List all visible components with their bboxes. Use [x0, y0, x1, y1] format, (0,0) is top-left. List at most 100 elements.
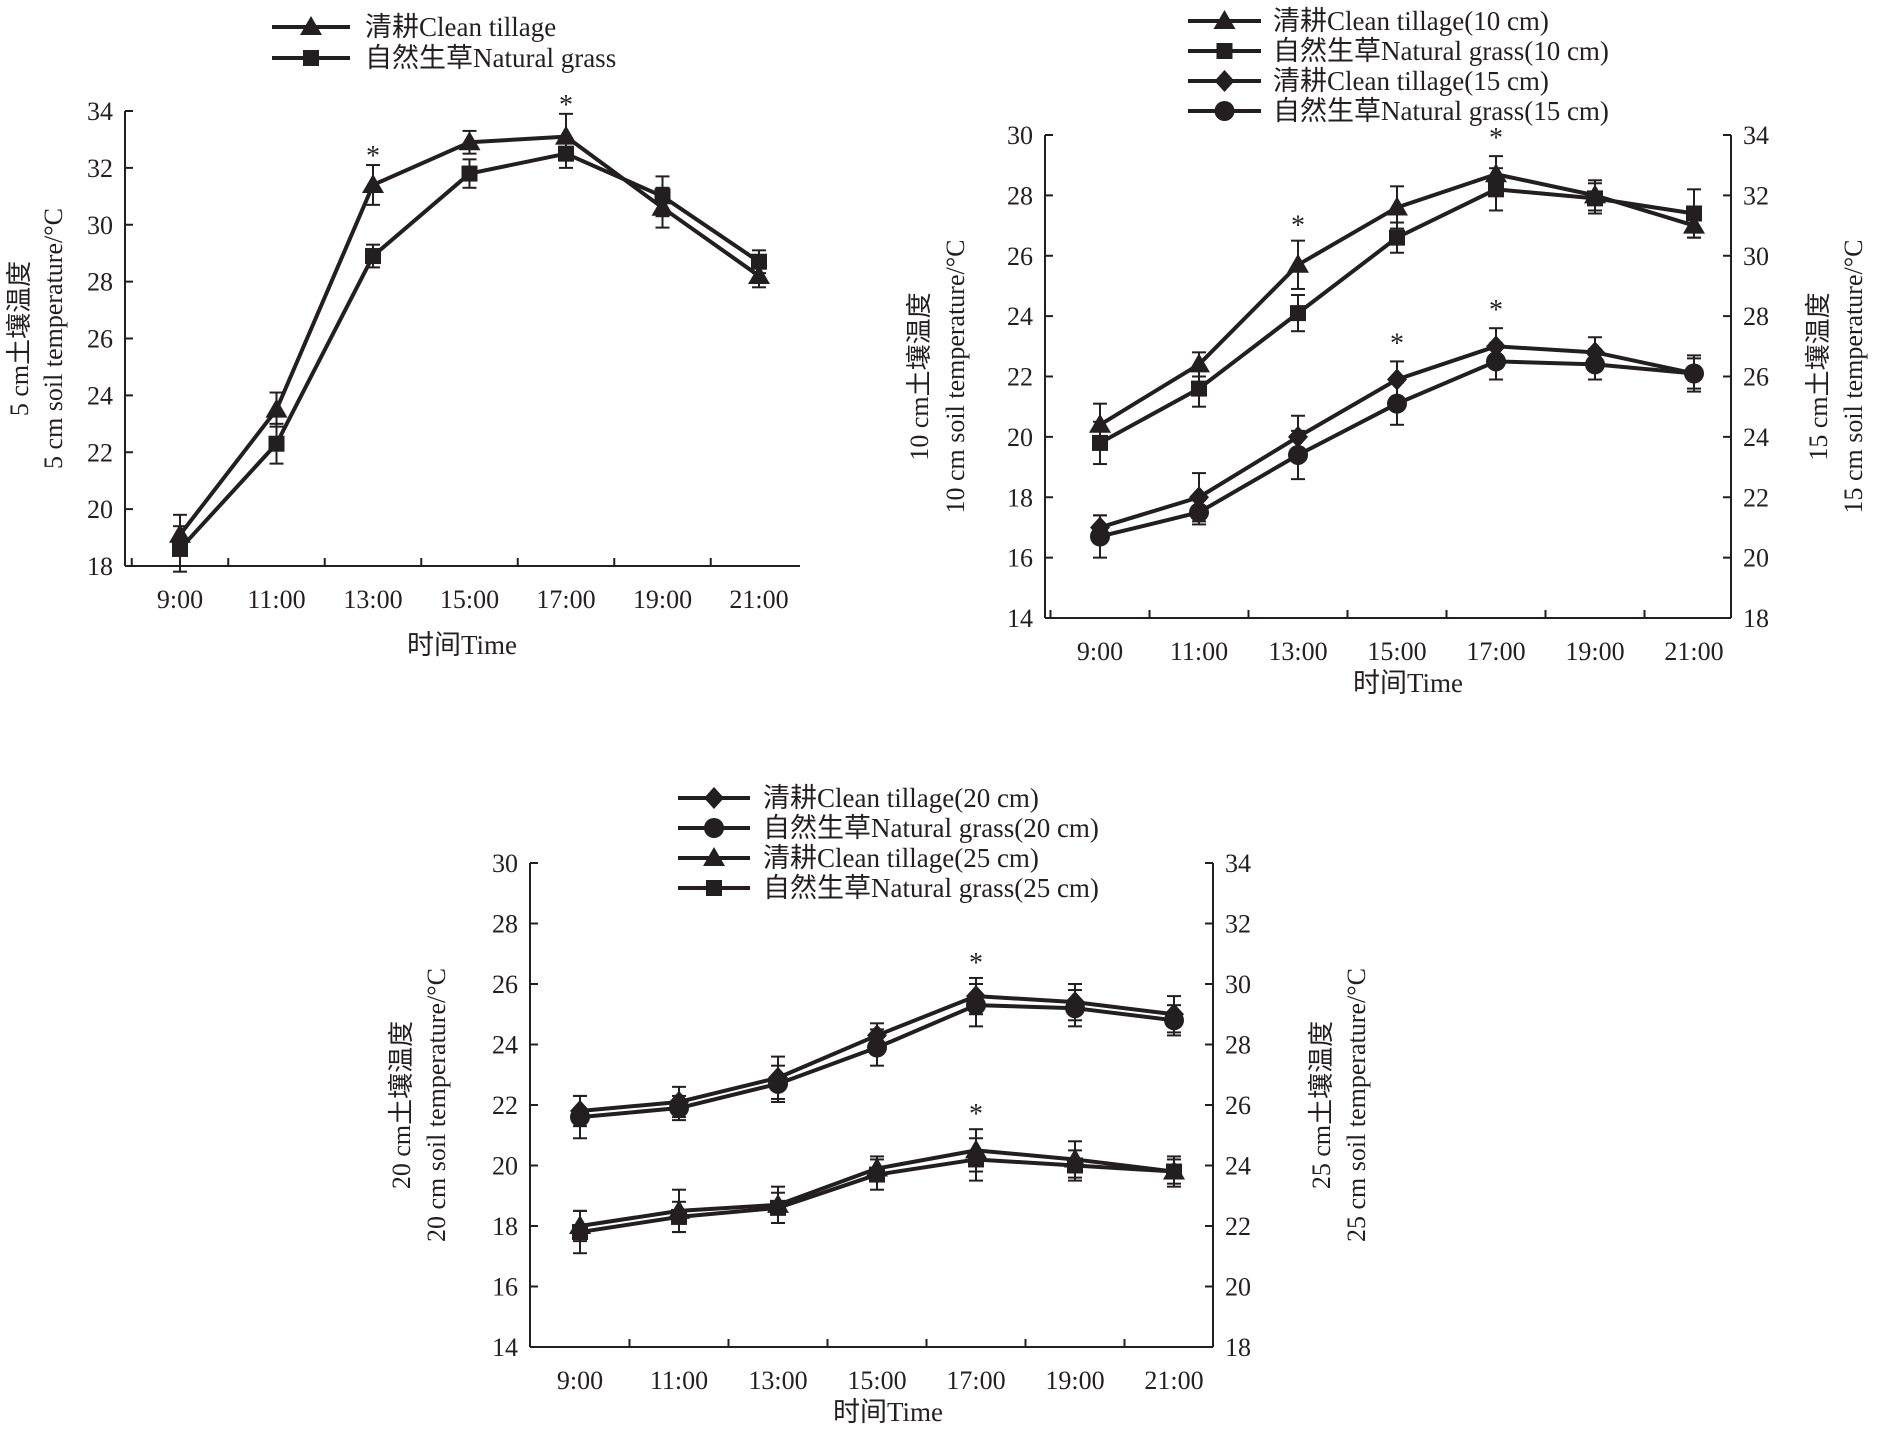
data-point-diamond — [1189, 486, 1209, 509]
y-tick-label-left: 16 — [492, 1273, 518, 1302]
series-4 — [572, 1137, 1182, 1255]
y-tick-label-right: 22 — [1225, 1212, 1251, 1241]
legend-marker-square — [1216, 43, 1233, 59]
legend-marker-triangle — [703, 847, 725, 866]
y-tick-label-left: 14 — [492, 1333, 518, 1362]
y-tick-label-left: 20 — [1007, 423, 1033, 452]
data-point-square — [1389, 229, 1405, 246]
y-tick-label-right: 30 — [1225, 970, 1251, 999]
legend-item: 清耕Clean tillage(25 cm) — [678, 843, 1039, 873]
y-tick-label-left: 34 — [87, 97, 113, 126]
legend-label: 自然生草Natural grass — [365, 43, 616, 73]
y-tick-label-left: 30 — [492, 849, 518, 878]
legend-item: 清耕Clean tillage(15 cm) — [1188, 66, 1549, 96]
y-tick-label-right: 28 — [1225, 1031, 1251, 1060]
series-3 — [1090, 327, 1704, 541]
series-2 — [172, 138, 767, 573]
y-tick-label-right: 20 — [1225, 1273, 1251, 1302]
x-axis-title: 时间Time — [407, 630, 517, 660]
x-tick-label: 21:00 — [1144, 1366, 1203, 1395]
y-tick-label-left: 18 — [492, 1212, 518, 1241]
x-tick-label: 17:00 — [536, 585, 595, 614]
legend-label: 清耕Clean tillage(10 cm) — [1273, 6, 1549, 36]
y-axis-title-left-cn: 20 cm土壤温度 — [387, 1021, 416, 1189]
series-2 — [1092, 167, 1702, 466]
y-axis-title-left-en: 10 cm soil temperature/°C — [941, 240, 970, 514]
y-tick-label-left: 24 — [492, 1031, 518, 1060]
x-tick-label: 13:00 — [1268, 637, 1327, 666]
data-point-square — [1686, 205, 1702, 222]
data-point-square — [461, 165, 478, 182]
data-point-square — [572, 1224, 588, 1241]
data-point-triangle — [1287, 253, 1309, 273]
x-axis-title: 时间Time — [833, 1397, 943, 1427]
data-point-circle — [768, 1073, 788, 1094]
y-tick-label-left: 32 — [87, 154, 113, 183]
y-axis-title-right-cn: 25 cm土壤温度 — [1307, 1021, 1336, 1189]
x-tick-label: 21:00 — [1664, 637, 1723, 666]
significance-star: * — [366, 141, 380, 172]
y-tick-label-left: 22 — [492, 1091, 518, 1120]
legend-item: 清耕Clean tillage(10 cm) — [1188, 6, 1549, 36]
y-tick-label-right: 18 — [1225, 1333, 1251, 1362]
legend-label: 清耕Clean tillage — [365, 12, 556, 42]
y-tick-label-left: 24 — [1007, 302, 1033, 331]
legend-item: 自然生草Natural grass(25 cm) — [678, 873, 1099, 903]
data-point-square — [1092, 434, 1108, 451]
data-point-circle — [1288, 444, 1308, 465]
data-point-circle — [1585, 354, 1605, 375]
legend-item: 自然生草Natural grass — [272, 43, 616, 73]
data-point-square — [751, 253, 767, 270]
legend-marker-triangle — [300, 16, 322, 35]
chart-3: 14 16 18 20 22 24 26 28 30 18 20 22 24 26 28 30 32 34 9:00… — [387, 783, 1371, 1427]
y-tick-label-left: 28 — [492, 910, 518, 939]
y-tick-label-left: 14 — [1007, 604, 1033, 633]
y-tick-label-left: 26 — [87, 325, 113, 354]
x-tick-label: 9:00 — [557, 1366, 603, 1395]
x-tick-label: 19:00 — [1045, 1366, 1104, 1395]
chart-1: 18 20 22 24 26 28 30 32 34 9:00 11:00 13:00 15:00 17:… — [5, 12, 800, 660]
data-point-circle — [570, 1107, 590, 1128]
legend-marker-diamond — [1214, 70, 1235, 92]
data-point-square — [365, 248, 381, 265]
y-axis-title-right-en: 15 cm soil temperature/°C — [1839, 240, 1868, 514]
legend-label: 自然生草Natural grass(20 cm) — [763, 813, 1099, 843]
data-point-circle — [1189, 502, 1209, 523]
legend: 清耕Clean tillage(10 cm)自然生草Natural grass(… — [1188, 6, 1609, 126]
legend-label: 清耕Clean tillage(25 cm) — [763, 843, 1039, 873]
legend-item: 清耕Clean tillage(20 cm) — [678, 783, 1039, 813]
data-point-square — [654, 188, 671, 205]
y-axis-title-left-cn: 5 cm土壤温度 — [5, 261, 34, 416]
data-point-square — [1290, 305, 1306, 322]
legend-item: 自然生草Natural grass(10 cm) — [1188, 36, 1609, 66]
legend-item: 自然生草Natural grass(15 cm) — [1188, 96, 1609, 126]
series-line — [178, 134, 761, 536]
legend-label: 自然生草Natural grass(10 cm) — [1273, 36, 1609, 66]
chart-2: 14 16 18 20 22 24 26 28 30 18 20 22 24 26 28 30 32 34 9:00… — [905, 6, 1868, 698]
significance-star: * — [1390, 328, 1404, 359]
data-point-square — [172, 540, 188, 557]
data-point-triangle — [1188, 353, 1210, 373]
y-tick-label-left: 16 — [1007, 544, 1033, 573]
data-point-square — [1067, 1157, 1083, 1174]
data-point-circle — [1387, 393, 1407, 414]
data-point-circle — [1164, 1010, 1184, 1031]
y-tick-label-right: 20 — [1743, 544, 1769, 573]
x-tick-label: 15:00 — [847, 1366, 906, 1395]
data-point-square — [1166, 1163, 1182, 1180]
legend-label: 自然生草Natural grass(15 cm) — [1273, 96, 1609, 126]
y-tick-label-right: 32 — [1743, 181, 1769, 210]
data-point-circle — [669, 1098, 689, 1119]
x-tick-label: 11:00 — [247, 585, 305, 614]
data-point-square — [968, 1151, 984, 1168]
y-tick-label-right: 34 — [1743, 121, 1769, 150]
x-tick-label: 13:00 — [343, 585, 402, 614]
data-point-square — [671, 1208, 687, 1225]
significance-star: * — [1489, 295, 1503, 326]
significance-star: * — [1291, 211, 1305, 242]
y-tick-label-right: 26 — [1743, 363, 1769, 392]
legend-marker-circle — [704, 818, 724, 838]
significance-star: * — [969, 948, 983, 979]
x-tick-label: 15:00 — [440, 585, 499, 614]
legend-label: 清耕Clean tillage(15 cm) — [1273, 66, 1549, 96]
